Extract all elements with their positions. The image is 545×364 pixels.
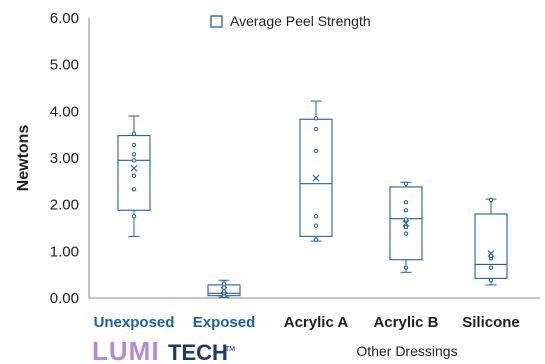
- data-point: [403, 181, 409, 186]
- data-point: [313, 126, 319, 132]
- box-unexposed: [117, 115, 151, 237]
- logo-lumi-text: LUMI: [92, 336, 160, 364]
- data-point: [403, 200, 409, 205]
- y-tick-label: 6.00: [50, 10, 79, 27]
- data-point: [131, 158, 137, 163]
- y-tick-label: 2.00: [50, 197, 79, 214]
- data-point: [488, 278, 494, 283]
- data-point: [131, 214, 137, 219]
- data-point: [313, 116, 319, 121]
- x-category-label: Silicone: [462, 314, 520, 331]
- box-silicone: [474, 197, 508, 286]
- mean-marker: [312, 174, 320, 182]
- box-acrylic-a: [299, 100, 333, 242]
- data-point: [403, 224, 409, 230]
- mean-marker: [130, 164, 138, 172]
- x-category-label: Unexposed: [94, 314, 175, 331]
- x-category-label: Acrylic A: [284, 314, 349, 331]
- data-point: [313, 223, 319, 228]
- data-point: [313, 148, 319, 154]
- legend-swatch: [210, 15, 223, 28]
- y-axis-label: Newtons: [15, 125, 32, 192]
- y-tick-label: 3.00: [50, 150, 79, 167]
- data-point: [403, 217, 409, 222]
- data-point: [131, 187, 137, 192]
- data-point: [403, 231, 409, 236]
- lumitech-logo: LUMI TECH TM: [92, 336, 235, 364]
- data-point: [403, 208, 409, 213]
- y-tick-label: 5.00: [50, 57, 79, 74]
- axes: [88, 18, 540, 299]
- data-point: [313, 237, 319, 242]
- y-tick-labels: 0.00 1.00 2.00 3.00 4.00 5.00 6.00: [50, 10, 79, 307]
- x-category-label: Exposed: [193, 314, 256, 331]
- x-category-label: Acrylic B: [373, 314, 438, 331]
- mean-marker: [402, 219, 410, 227]
- legend-label: Average Peel Strength: [230, 13, 371, 29]
- boxes: [117, 100, 508, 298]
- y-tick-label: 1.00: [50, 243, 79, 260]
- logo-tm-text: TM: [225, 346, 235, 353]
- data-point: [131, 152, 137, 157]
- data-point: [221, 281, 227, 287]
- data-point: [488, 265, 494, 270]
- data-point: [131, 131, 137, 136]
- box-acrylic-b: [389, 181, 423, 273]
- data-point: [488, 253, 494, 259]
- logo-tech-text: TECH: [168, 340, 228, 364]
- y-tick-label: 0.00: [50, 290, 79, 307]
- x-category-labels: Unexposed Exposed Acrylic A Acrylic B Silico…: [94, 314, 520, 331]
- data-point: [313, 214, 319, 219]
- iqr-box: [389, 186, 423, 261]
- box-exposed: [207, 279, 241, 298]
- data-point: [131, 142, 137, 148]
- data-point: [221, 289, 227, 294]
- group-label: Other Dressings: [356, 343, 457, 359]
- data-point: [221, 285, 227, 290]
- y-tick-label: 4.00: [50, 103, 79, 120]
- data-point: [488, 197, 494, 203]
- data-point: [403, 265, 409, 270]
- data-point: [131, 173, 137, 178]
- legend: Average Peel Strength: [210, 13, 371, 29]
